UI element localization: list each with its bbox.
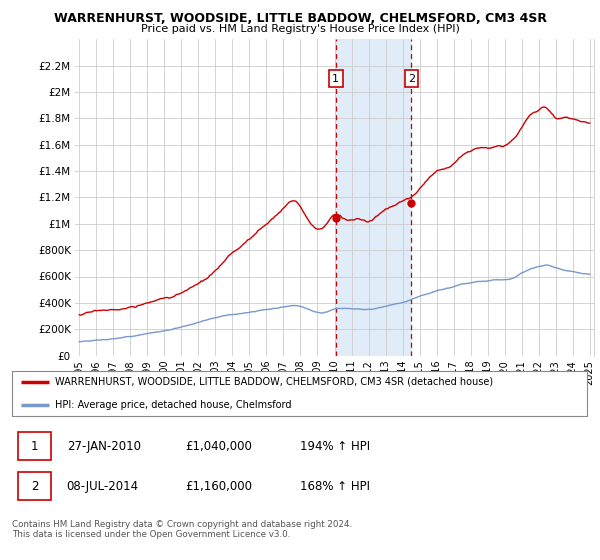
Text: 168% ↑ HPI: 168% ↑ HPI (300, 480, 370, 493)
Text: 08-JUL-2014: 08-JUL-2014 (67, 480, 139, 493)
Bar (335, 39, 412, 356)
Text: 1: 1 (31, 440, 38, 452)
Text: 194% ↑ HPI: 194% ↑ HPI (300, 440, 370, 452)
Text: 2: 2 (31, 480, 38, 493)
FancyBboxPatch shape (18, 472, 51, 500)
Text: £1,040,000: £1,040,000 (185, 440, 251, 452)
Text: WARRENHURST, WOODSIDE, LITTLE BADDOW, CHELMSFORD, CM3 4SR: WARRENHURST, WOODSIDE, LITTLE BADDOW, CH… (53, 12, 547, 25)
Text: 2: 2 (408, 74, 415, 84)
Text: WARRENHURST, WOODSIDE, LITTLE BADDOW, CHELMSFORD, CM3 4SR (detached house): WARRENHURST, WOODSIDE, LITTLE BADDOW, CH… (55, 376, 493, 386)
Text: 1: 1 (332, 74, 339, 84)
Text: Contains HM Land Registry data © Crown copyright and database right 2024.
This d: Contains HM Land Registry data © Crown c… (12, 520, 352, 539)
Text: Price paid vs. HM Land Registry's House Price Index (HPI): Price paid vs. HM Land Registry's House … (140, 24, 460, 34)
Text: 27-JAN-2010: 27-JAN-2010 (67, 440, 141, 452)
FancyBboxPatch shape (12, 371, 587, 416)
FancyBboxPatch shape (18, 432, 51, 460)
Text: HPI: Average price, detached house, Chelmsford: HPI: Average price, detached house, Chel… (55, 400, 292, 410)
Text: £1,160,000: £1,160,000 (185, 480, 252, 493)
